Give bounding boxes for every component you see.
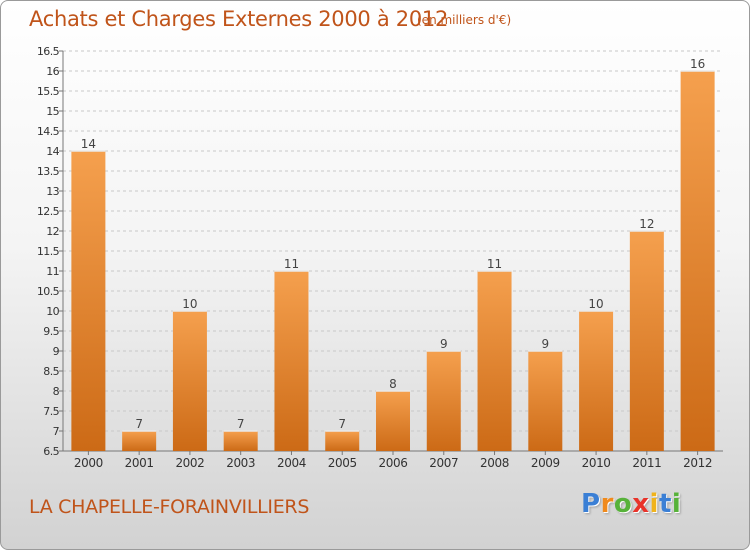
y-tick-label: 8.5 [43,365,59,378]
bar-2012 [680,71,715,451]
y-tick-label: 16 [46,65,59,78]
y-tick-label: 11.5 [37,245,60,258]
bar-2003 [223,431,258,451]
y-tick-label: 10.5 [37,285,60,298]
labels: 6.5 7 7.5 8 8.5 9 9.5 10 10.5 11 11.5 12 12.5 13 13.5 1… [37,45,713,470]
x-tick-label: 2009 [531,456,560,470]
y-tick-label: 9.5 [43,325,59,338]
y-tick-label: 14.5 [37,125,60,138]
x-tick-label: 2008 [480,456,509,470]
y-tick-label: 12 [46,225,59,238]
bar-2008 [477,271,512,451]
x-tick-label: 2011 [632,456,661,470]
x-tick-label: 2007 [429,456,458,470]
value-label: 9 [541,337,549,351]
bar-2010 [579,311,614,451]
logo-letter: o [613,489,633,519]
bar-2007 [426,351,461,451]
bar-2000 [71,151,106,451]
value-label: 7 [237,417,245,431]
y-tick-label: 8 [53,385,60,398]
bar-2001 [122,431,157,451]
logo-letter: i [649,489,659,519]
y-tick-label: 14 [46,145,59,158]
value-label: 11 [487,257,502,271]
y-tick-label: 13 [46,185,59,198]
y-tick-label: 13.5 [37,165,60,178]
bar-2002 [172,311,207,451]
value-label: 7 [338,417,346,431]
bars [71,70,715,451]
proxiti-logo[interactable]: Proxiti [581,489,681,519]
x-tick-label: 2001 [125,456,154,470]
y-tick-label: 16.5 [37,45,60,58]
value-label: 11 [284,257,299,271]
y-tick-label: 9 [53,345,60,358]
x-tick-label: 2010 [582,456,611,470]
value-label: 10 [182,297,197,311]
y-tick-label: 15.5 [37,85,60,98]
logo-letter: i [671,489,682,519]
x-tick-label: 2012 [683,456,712,470]
commune-name: LA CHAPELLE-FORAINVILLIERS [29,496,310,518]
bar-2005 [325,431,360,451]
y-tick-label: 15 [46,105,59,118]
y-tick-label: 7.5 [43,405,59,418]
logo-letter: r [600,489,614,519]
value-label: 8 [389,377,397,391]
y-tick-label: 12.5 [37,205,60,218]
value-label: 7 [135,417,143,431]
bar-2006 [376,391,410,451]
logo-letter: t [658,489,672,519]
y-tick-label: 7 [53,425,60,438]
value-label: 12 [639,217,654,231]
value-label: 16 [690,57,705,71]
x-tick-label: 2003 [226,456,255,470]
y-tick-label: 10 [46,305,59,318]
logo-letter: x [632,489,650,519]
y-tick-label: 11 [46,265,59,278]
x-tick-label: 2005 [328,456,357,470]
value-label: 10 [588,297,603,311]
x-tick-label: 2004 [277,456,306,470]
x-tick-label: 2000 [74,456,103,470]
logo-letter: P [581,489,601,519]
x-tick-label: 2006 [379,456,408,470]
y-tick-label: 6.5 [43,445,59,458]
value-label: 9 [440,337,448,351]
bar-2011 [629,231,664,451]
chart-title: Achats et Charges Externes 2000 à 2012 [29,7,449,31]
bar-2009 [528,351,563,451]
value-label: 14 [81,137,96,151]
x-tick-label: 2002 [175,456,204,470]
bar-2004 [274,271,309,451]
units-label: (en milliers d'€) [417,13,512,27]
